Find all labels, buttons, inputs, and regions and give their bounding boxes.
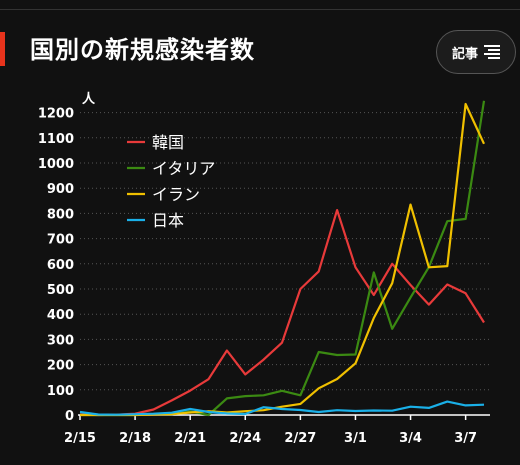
series-lines	[79, 100, 486, 417]
y-tick-label: 800	[47, 207, 74, 222]
x-tick-label: 2/27	[284, 431, 316, 446]
legend-label-1: イタリア	[152, 159, 215, 178]
y-tick-label: 0	[65, 409, 74, 424]
legend-label-3: 日本	[152, 211, 184, 230]
legend-label-2: イラン	[152, 185, 200, 204]
y-tick-label: 200	[47, 359, 74, 374]
list-icon	[484, 45, 500, 59]
x-tick-label: 3/4	[399, 431, 422, 446]
y-tick-label: 300	[47, 333, 74, 348]
x-tick-label: 3/1	[344, 431, 367, 446]
x-tick-label: 2/21	[174, 431, 206, 446]
x-tick-label: 3/7	[454, 431, 477, 446]
x-tick-label: 2/15	[64, 431, 96, 446]
title-accent-bar	[0, 32, 5, 66]
y-tick-label: 500	[47, 283, 74, 298]
grid-lines	[80, 112, 490, 391]
y-tick-label: 600	[47, 258, 74, 273]
article-button-label: 記事	[451, 46, 478, 62]
article-button[interactable]: 記事	[436, 30, 516, 74]
axes: 0 100 200 300 400 500 600 700 800 900 1000 1100 1200…	[38, 91, 490, 446]
x-tick-label: 2/24	[229, 431, 261, 446]
y-axis-unit-label: 人	[82, 91, 96, 107]
y-tick-label: 1000	[38, 157, 74, 172]
line-chart: 0 100 200 300 400 500 600 700 800 900 1000 1100 1200…	[38, 91, 490, 446]
y-tick-label: 400	[47, 308, 74, 323]
y-tick-label: 700	[47, 233, 74, 248]
x-tick-label: 2/18	[119, 431, 151, 446]
legend-label-0: 韓国	[152, 133, 184, 152]
series-line-3	[79, 400, 485, 416]
y-tick-label: 1100	[38, 132, 74, 147]
y-tick-label: 1200	[38, 107, 74, 122]
series-line-2	[80, 102, 485, 417]
top-divider	[0, 0, 520, 10]
y-tick-label: 100	[47, 384, 74, 399]
series-line-1	[80, 100, 486, 417]
y-tick-label: 900	[47, 182, 74, 197]
series-line-0	[79, 209, 485, 417]
page-title: 国別の新規感染者数	[30, 36, 255, 64]
